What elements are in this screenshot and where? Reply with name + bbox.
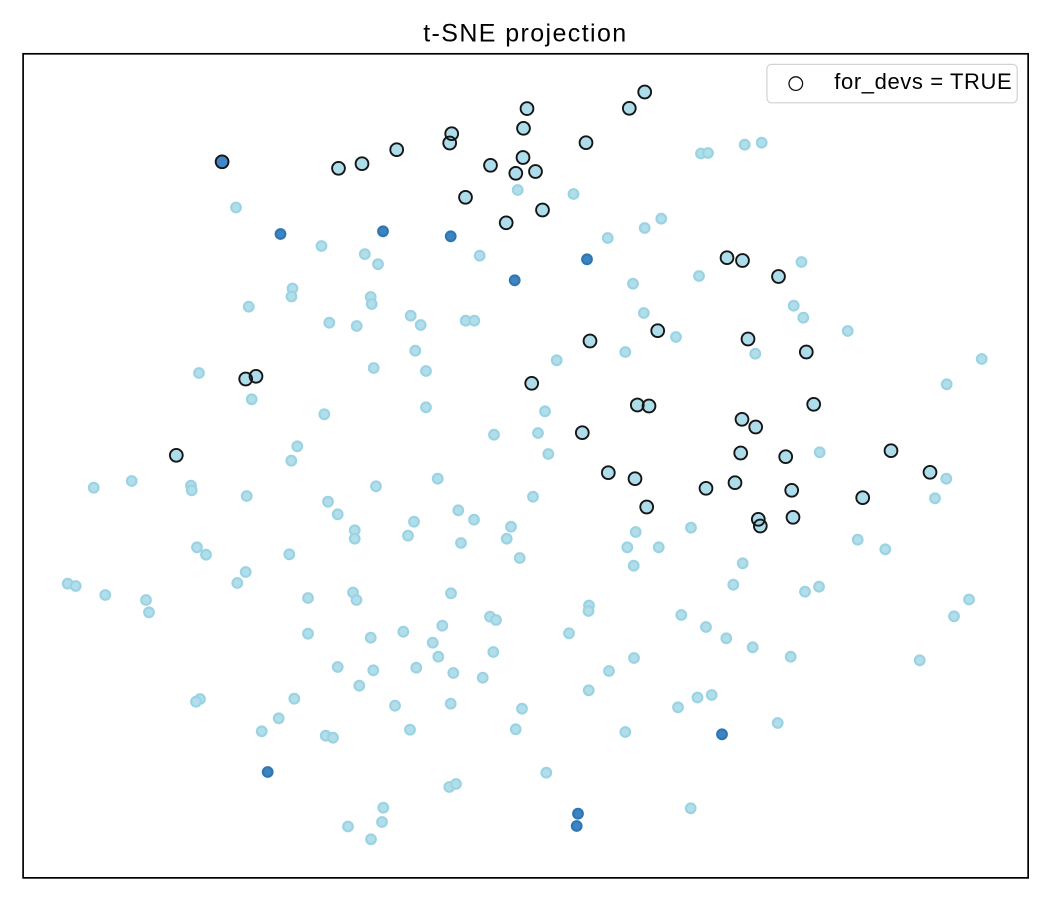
svg-text:for_devs = TRUE: for_devs = TRUE (834, 69, 1012, 94)
svg-text:t-SNE projection: t-SNE projection (423, 20, 627, 48)
